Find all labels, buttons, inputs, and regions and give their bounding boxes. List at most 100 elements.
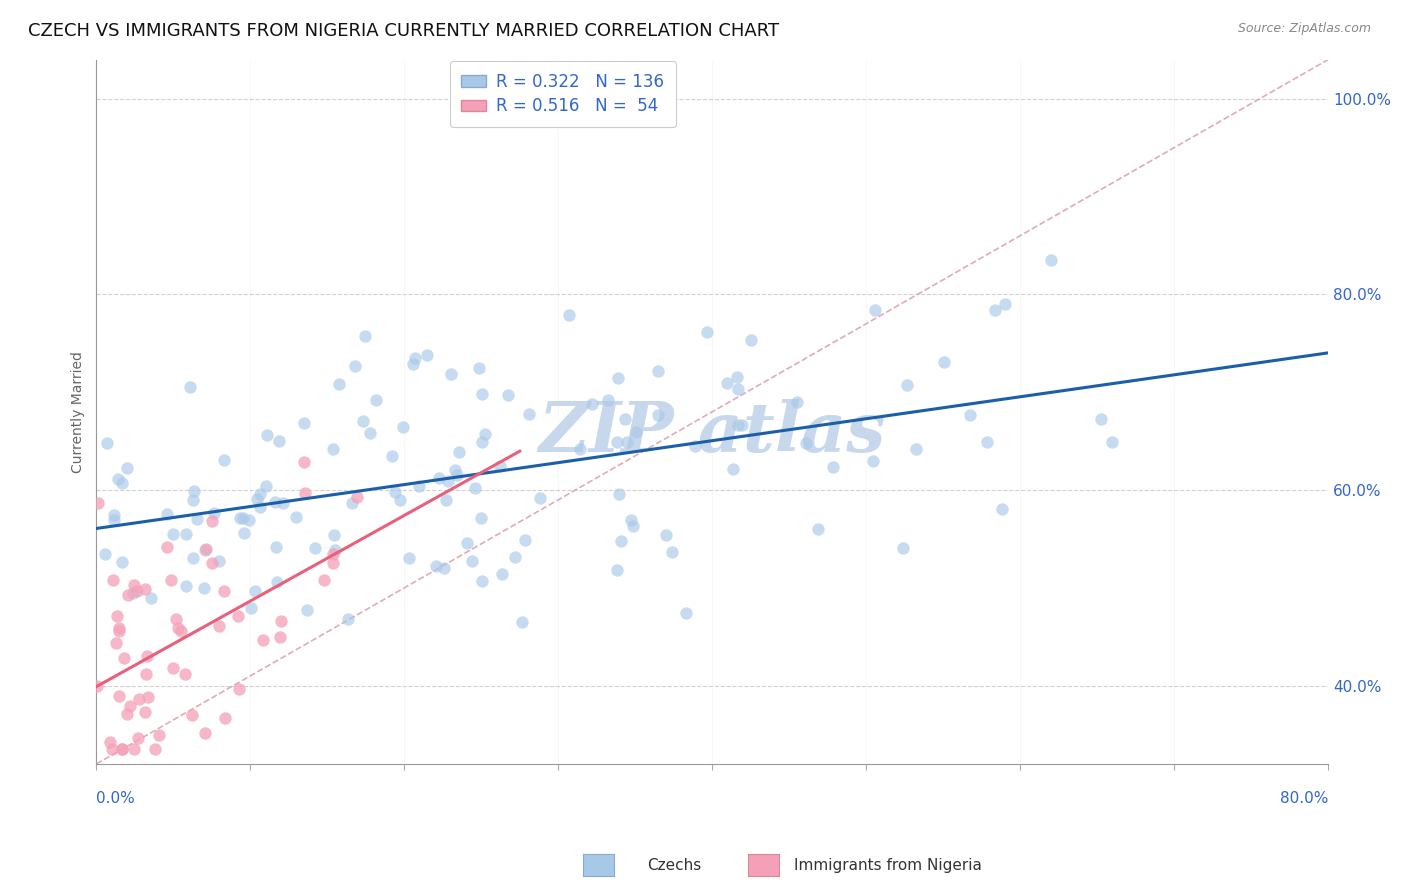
Point [449, 444, 471, 458]
Point [821, 459, 844, 474]
Point [174, 667, 197, 681]
Point [115, 460, 138, 475]
Point [181, 492, 204, 507]
Point [474, 427, 496, 442]
Point [404, 351, 426, 366]
Point [696, 325, 718, 339]
Text: Source: ZipAtlas.com: Source: ZipAtlas.com [1237, 22, 1371, 36]
Point [557, 309, 579, 323]
Point [401, 357, 423, 371]
Point [179, 380, 201, 394]
Point [167, 621, 190, 635]
Text: 80.0%: 80.0% [1279, 791, 1329, 806]
Point [489, 458, 512, 473]
Point [444, 463, 467, 477]
Point [162, 661, 184, 675]
Point [103, 513, 125, 527]
Point [434, 493, 457, 508]
Point [170, 624, 193, 638]
Point [212, 452, 235, 467]
Point [976, 435, 998, 450]
Point [517, 407, 540, 421]
Point [647, 364, 669, 378]
Point [122, 578, 145, 592]
Point [105, 608, 128, 623]
Point [437, 474, 460, 488]
Point [463, 481, 485, 495]
Point [1039, 252, 1062, 267]
Point [295, 603, 318, 617]
Point [263, 494, 285, 508]
Point [328, 377, 350, 392]
Point [86, 679, 108, 693]
Point [322, 528, 344, 542]
Point [134, 582, 156, 596]
Point [388, 493, 411, 508]
Point [270, 614, 292, 628]
Point [252, 632, 274, 647]
Point [125, 583, 148, 598]
Point [392, 419, 415, 434]
Text: Czechs: Czechs [647, 858, 702, 872]
Point [186, 512, 208, 526]
Point [266, 575, 288, 590]
Point [359, 426, 381, 441]
Point [160, 573, 183, 587]
Point [156, 508, 179, 522]
Point [122, 742, 145, 756]
Point [624, 425, 647, 439]
Text: Immigrants from Nigeria: Immigrants from Nigeria [794, 858, 983, 872]
Point [183, 483, 205, 498]
Point [470, 511, 492, 525]
Point [105, 635, 128, 649]
Point [322, 548, 344, 562]
Point [510, 615, 533, 630]
Point [136, 649, 159, 664]
Point [959, 408, 981, 422]
Point [174, 527, 197, 541]
Point [471, 435, 494, 450]
Point [932, 355, 955, 369]
Point [264, 541, 287, 555]
Point [304, 541, 326, 555]
Legend: R = 0.322   N = 136, R = 0.516   N =  54: R = 0.322 N = 136, R = 0.516 N = 54 [450, 61, 676, 127]
Point [343, 359, 366, 373]
Point [896, 377, 918, 392]
Point [346, 490, 368, 504]
Point [292, 455, 315, 469]
Point [246, 491, 269, 506]
Point [256, 428, 278, 442]
Point [621, 519, 644, 533]
Point [117, 589, 139, 603]
Point [110, 475, 132, 490]
Point [128, 691, 150, 706]
Point [112, 650, 135, 665]
Point [620, 513, 643, 527]
Point [195, 542, 218, 557]
Point [471, 387, 494, 401]
Point [238, 513, 260, 527]
Point [214, 711, 236, 725]
Point [229, 511, 252, 525]
Point [139, 591, 162, 605]
Point [862, 454, 884, 468]
Point [107, 621, 129, 635]
Point [101, 742, 124, 756]
Point [201, 514, 224, 528]
Point [336, 612, 359, 626]
Point [675, 606, 697, 620]
Point [269, 434, 291, 448]
Point [94, 547, 117, 561]
Point [647, 408, 669, 422]
Point [143, 742, 166, 756]
Point [127, 731, 149, 746]
Text: 0.0%: 0.0% [97, 791, 135, 806]
Point [249, 500, 271, 515]
Point [228, 608, 250, 623]
Text: CZECH VS IMMIGRANTS FROM NIGERIA CURRENTLY MARRIED CORRELATION CHART: CZECH VS IMMIGRANTS FROM NIGERIA CURRENT… [28, 22, 779, 40]
Point [292, 416, 315, 430]
Point [174, 579, 197, 593]
Point [807, 522, 830, 536]
Point [323, 543, 346, 558]
Point [98, 734, 121, 748]
